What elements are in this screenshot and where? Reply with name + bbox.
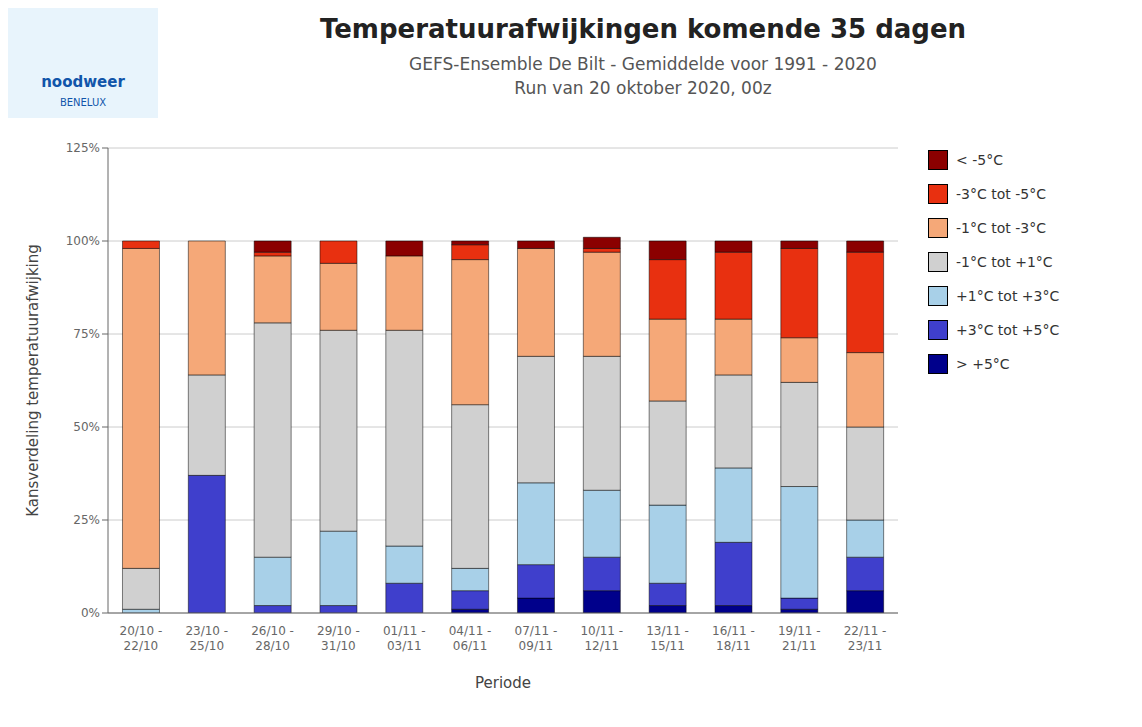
svg-text:125%: 125% xyxy=(66,141,100,155)
html-text:-1°C tot -3°C: -1°C tot -3°C xyxy=(956,220,1046,236)
svg-text:Periode: Periode xyxy=(475,674,531,692)
svg-text:04/11 -06/11: 04/11 -06/11 xyxy=(449,624,492,653)
html-text:> +5°C: > +5°C xyxy=(956,356,1010,372)
html-text:-1°C tot +1°C: -1°C tot +1°C xyxy=(956,254,1053,270)
svg-text:10/11 -12/11: 10/11 -12/11 xyxy=(580,624,623,653)
svg-text:100%: 100% xyxy=(66,234,100,248)
svg-text:01/11 -03/11: 01/11 -03/11 xyxy=(383,624,426,653)
svg-text:50%: 50% xyxy=(73,420,100,434)
html-text:Temperatuurafwijkingen komende: Temperatuurafwijkingen komende 35 dagen xyxy=(319,14,967,44)
html-text:Run van 20 oktober 2020, 00z: Run van 20 oktober 2020, 00z xyxy=(514,78,772,98)
html-text:< -5°C: < -5°C xyxy=(956,152,1003,168)
svg-text:26/10 -28/10: 26/10 -28/10 xyxy=(251,624,294,653)
svg-text:Kansverdeling temperatuurafwij: Kansverdeling temperatuurafwijking xyxy=(24,244,42,517)
svg-text:0%: 0% xyxy=(81,606,100,620)
html-text:+3°C tot +5°C: +3°C tot +5°C xyxy=(956,322,1060,338)
svg-text:25%: 25% xyxy=(73,513,100,527)
html-text:GEFS-Ensemble De Bilt - Gemidd: GEFS-Ensemble De Bilt - Gemiddelde voor … xyxy=(409,54,877,74)
svg-text:13/11 -15/11: 13/11 -15/11 xyxy=(646,624,689,653)
svg-text:29/10 -31/10: 29/10 -31/10 xyxy=(317,624,360,653)
svg-text:22/11 -23/11: 22/11 -23/11 xyxy=(844,624,887,653)
svg-text:19/11 -21/11: 19/11 -21/11 xyxy=(778,624,821,653)
html-text:BENELUX: BENELUX xyxy=(59,97,107,108)
html-text:+1°C tot +3°C: +1°C tot +3°C xyxy=(956,288,1060,304)
html-text:noodweer: noodweer xyxy=(41,73,125,91)
svg-text:20/10 -22/10: 20/10 -22/10 xyxy=(120,624,163,653)
svg-text:23/10 -25/10: 23/10 -25/10 xyxy=(185,624,228,653)
svg-text:16/11 -18/11: 16/11 -18/11 xyxy=(712,624,755,653)
svg-text:75%: 75% xyxy=(73,327,100,341)
svg-text:07/11 -09/11: 07/11 -09/11 xyxy=(515,624,558,653)
html-text:-3°C tot -5°C: -3°C tot -5°C xyxy=(956,186,1046,202)
